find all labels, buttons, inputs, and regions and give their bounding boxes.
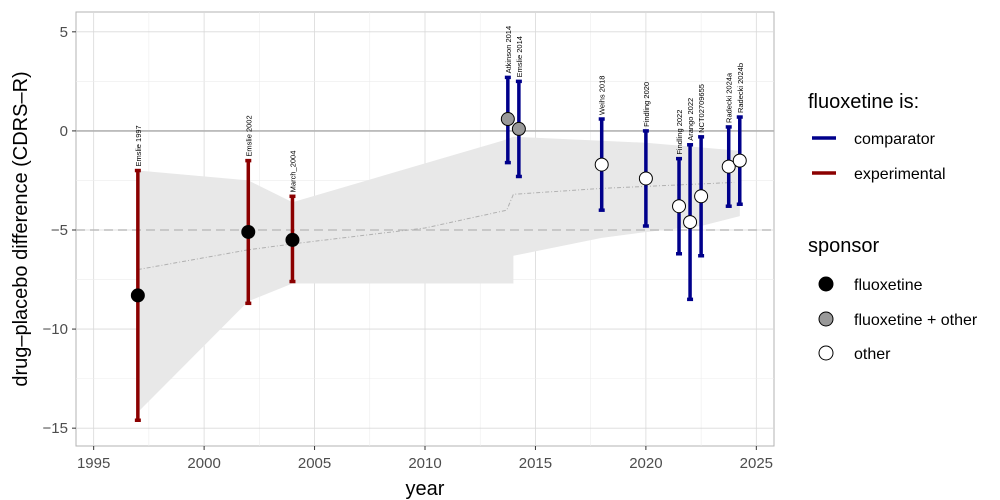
y-tick-label: 0 — [60, 123, 68, 140]
x-tick-label: 2000 — [187, 455, 220, 472]
x-tick-label: 2015 — [519, 455, 552, 472]
x-tick-label: 2020 — [629, 455, 662, 472]
study-label-nct02709655: NCT02709655 — [697, 84, 706, 133]
point-findling-2022 — [672, 199, 687, 214]
point-markers — [130, 112, 747, 303]
x-tick-label: 2010 — [408, 455, 441, 472]
legend-key-fluoxetine-other — [818, 311, 834, 327]
legend-label-comparator: comparator — [854, 131, 936, 148]
x-axis: 1995 2000 2005 2010 2015 2020 2025 — [77, 446, 773, 472]
legend-label-experimental: experimental — [854, 166, 946, 183]
legend-label-other: other — [854, 346, 891, 363]
y-axis-title: drug–placebo difference (CDRS–R) — [10, 71, 32, 386]
study-label-findling-2020: Findling 2020 — [642, 82, 651, 127]
point-emslie-2002 — [241, 224, 256, 239]
study-label-emslie-1997: Emslie 1997 — [134, 125, 143, 166]
study-label-emslie-2014: Emslie 2014 — [515, 36, 524, 77]
x-axis-title: year — [406, 478, 445, 500]
point-atkinson-2014 — [500, 112, 515, 127]
point-radecki-2024b — [732, 153, 747, 168]
point-arango-2022 — [683, 215, 698, 230]
y-axis: 5 0 −5 −10 −15 — [43, 24, 76, 437]
study-label-march-2004: March_2004 — [288, 151, 297, 193]
x-tick-label: 2005 — [298, 455, 331, 472]
study-label-arango-2022: Arango 2022 — [686, 98, 695, 141]
reference-lines — [76, 130, 774, 231]
study-label-emslie-2002: Emslie 2002 — [244, 115, 253, 156]
x-tick-label: 2025 — [740, 455, 773, 472]
point-emslie-1997 — [130, 288, 145, 303]
trend-line — [137, 181, 735, 271]
legend-fill-title: sponsor — [808, 235, 879, 257]
study-label-findling-2022: Findling 2022 — [675, 110, 684, 155]
legend-label-fluoxetine-other: fluoxetine + other — [854, 312, 978, 329]
x-tick-label: 1995 — [77, 455, 110, 472]
y-tick-label: −15 — [43, 420, 68, 437]
study-label-weihs-2018: Weihs 2018 — [598, 76, 607, 115]
point-findling-2020 — [638, 171, 653, 186]
y-tick-label: −5 — [51, 222, 68, 239]
y-tick-label: 5 — [60, 24, 68, 41]
study-label-radecki-2024a: Radecki 2024a — [725, 72, 734, 123]
point-emslie-2014 — [511, 121, 526, 136]
point-nct02709655 — [694, 189, 709, 204]
study-label-radecki-2024b: Radecki 2024b — [736, 63, 745, 113]
legend-label-fluoxetine: fluoxetine — [854, 277, 923, 294]
y-tick-label: −10 — [43, 321, 68, 338]
point-weihs-2018 — [594, 157, 609, 172]
legend-key-other — [818, 345, 834, 361]
legend: fluoxetine is: comparator experimental s… — [808, 91, 978, 363]
point-radecki-2024a — [721, 159, 736, 174]
study-label-atkinson-2014: Atkinson 2014 — [504, 26, 513, 74]
point-march-2004 — [285, 232, 300, 247]
confidence-band — [137, 136, 740, 413]
legend-color-title: fluoxetine is: — [808, 91, 919, 113]
legend-key-fluoxetine — [818, 276, 834, 292]
study-labels: Emslie 1997 Emslie 2002 March_2004 Atkinson… — [134, 26, 745, 192]
